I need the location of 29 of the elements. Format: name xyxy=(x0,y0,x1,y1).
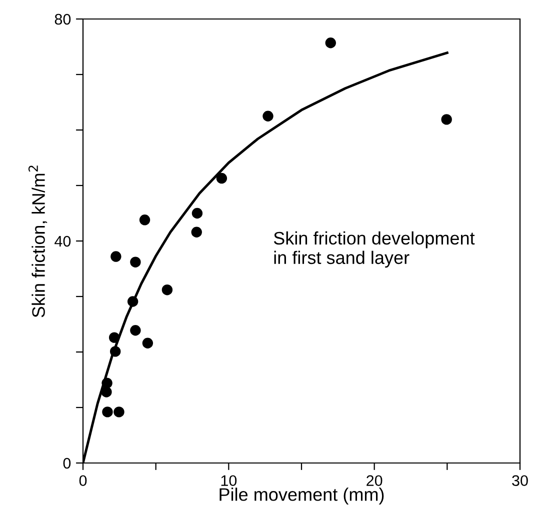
y-tick-label: 40 xyxy=(54,236,71,247)
point xyxy=(110,346,121,357)
point xyxy=(192,208,203,219)
annotation: Skin friction development in first sand layer xyxy=(274,231,475,268)
point xyxy=(110,251,122,262)
point xyxy=(130,256,141,268)
x-tick-label: 30 xyxy=(512,475,528,486)
point xyxy=(102,406,113,418)
point xyxy=(102,378,112,388)
x-tick-label: 0 xyxy=(79,475,87,486)
point xyxy=(142,338,154,348)
point xyxy=(216,172,228,184)
point xyxy=(162,284,173,296)
y-axis-title: Skin friction, kN/m$^{2}$ xyxy=(28,166,48,318)
point xyxy=(325,38,336,48)
y-tick-label: 0 xyxy=(63,458,71,469)
point xyxy=(114,406,124,418)
point xyxy=(441,114,452,125)
point xyxy=(101,386,112,398)
point xyxy=(108,332,120,343)
point xyxy=(127,296,138,307)
x-axis-title: Pile movement (mm) xyxy=(220,488,384,504)
x-tick-label: 20 xyxy=(366,475,382,486)
x-tick-label: 10 xyxy=(221,475,237,486)
point xyxy=(191,226,202,238)
point xyxy=(262,110,274,122)
point xyxy=(139,214,150,226)
point xyxy=(130,325,141,336)
y-tick-label: 80 xyxy=(54,14,71,25)
